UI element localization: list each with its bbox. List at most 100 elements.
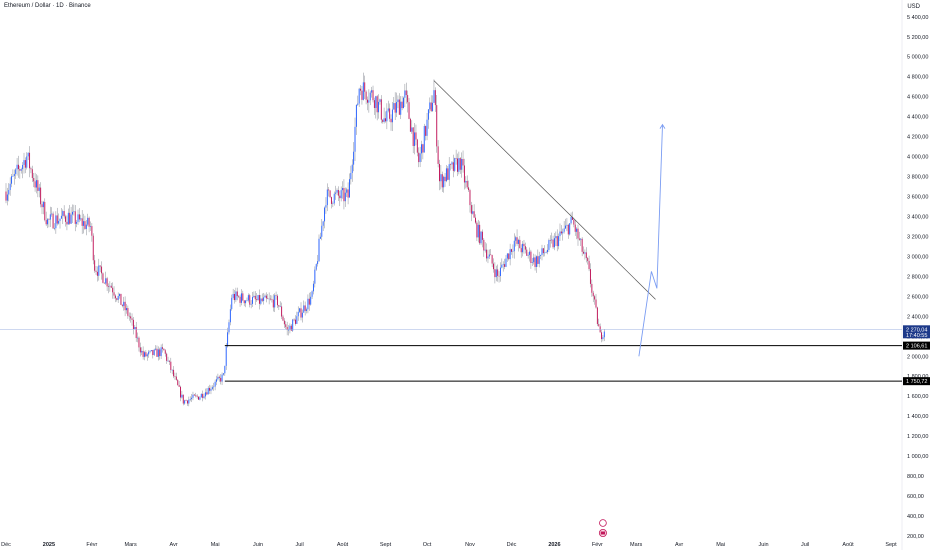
candle <box>16 164 18 170</box>
candle <box>246 300 248 302</box>
candle <box>142 350 144 357</box>
candle <box>542 248 544 254</box>
candle <box>509 249 511 260</box>
candle <box>30 168 32 170</box>
candle <box>578 238 580 240</box>
y-tick-label: 600,00 <box>907 494 924 500</box>
y-tick-label: 2 600,00 <box>907 294 928 300</box>
candle <box>538 255 540 264</box>
candle <box>213 386 215 388</box>
candle <box>408 102 410 119</box>
candle <box>120 293 122 305</box>
currency-label[interactable]: USD <box>907 4 920 10</box>
candle <box>357 103 359 105</box>
candle <box>505 258 507 267</box>
candle <box>24 160 26 168</box>
candle <box>603 331 605 338</box>
y-tick-label: 5 000,00 <box>907 55 928 61</box>
candle <box>139 347 141 353</box>
y-tick-label: 3 400,00 <box>907 214 928 220</box>
candle <box>78 214 80 220</box>
candle <box>258 295 260 304</box>
candle <box>466 180 468 188</box>
candle <box>11 176 13 184</box>
candle <box>156 348 158 357</box>
candle <box>102 273 104 283</box>
candle <box>324 207 326 222</box>
y-tick-label: 2 000,00 <box>907 354 928 360</box>
candle <box>414 132 416 146</box>
candle <box>228 322 230 333</box>
candle <box>166 353 168 361</box>
candle <box>418 152 420 163</box>
candle <box>225 346 227 366</box>
candle <box>494 269 496 278</box>
candle <box>174 376 176 377</box>
candle <box>292 319 294 331</box>
candle <box>519 239 521 249</box>
candle <box>473 211 475 218</box>
candle <box>202 393 204 398</box>
candle <box>307 298 309 310</box>
candle <box>134 326 136 330</box>
candle <box>8 190 10 195</box>
candle <box>108 286 109 288</box>
candle <box>141 350 143 353</box>
candle <box>560 231 562 234</box>
candle <box>319 236 321 239</box>
candle <box>279 306 281 308</box>
candle <box>354 126 356 152</box>
candle <box>73 211 75 212</box>
candle <box>149 350 151 352</box>
y-tick-label: 4 400,00 <box>907 115 928 121</box>
x-tick-label: Mai <box>716 542 725 548</box>
projection-arrow-head <box>659 123 666 129</box>
candle <box>421 144 422 154</box>
candle <box>475 217 476 223</box>
candle <box>218 376 220 378</box>
candle <box>180 386 181 398</box>
x-tick-label: Sept <box>885 542 897 548</box>
candle <box>245 300 247 304</box>
candle <box>530 251 532 263</box>
candle <box>127 308 129 316</box>
current-price-time: 17:40:55 <box>906 333 927 339</box>
support-level-label: 2 106,61 <box>906 344 927 350</box>
candle <box>407 95 409 103</box>
candle <box>132 319 134 330</box>
candle <box>164 350 166 354</box>
candle <box>569 223 571 235</box>
candle <box>332 203 334 204</box>
candle <box>44 201 46 221</box>
candle <box>124 301 126 311</box>
candle <box>580 238 582 240</box>
candle <box>275 295 277 296</box>
candle <box>427 109 429 120</box>
candle <box>549 240 551 241</box>
candle <box>548 240 550 250</box>
candle <box>523 243 525 247</box>
candle <box>365 91 367 100</box>
overlays <box>0 80 902 382</box>
candle <box>336 189 338 193</box>
x-tick-label: Mai <box>211 542 220 548</box>
candle <box>452 162 454 171</box>
candle <box>265 295 267 299</box>
candle <box>40 187 42 205</box>
candle <box>541 248 543 255</box>
candle <box>242 293 244 301</box>
candle <box>76 221 78 224</box>
y-tick-label: 800,00 <box>907 474 924 480</box>
candle <box>457 158 458 172</box>
candle <box>210 388 212 391</box>
candle <box>157 349 159 357</box>
candle <box>344 192 346 202</box>
y-tick-label: 3 600,00 <box>907 195 928 201</box>
x-tick-label: Août <box>842 542 854 548</box>
candle <box>271 299 273 300</box>
candle <box>83 221 85 226</box>
support-level-tag <box>903 341 930 350</box>
candle <box>15 169 17 175</box>
candle <box>553 238 555 248</box>
